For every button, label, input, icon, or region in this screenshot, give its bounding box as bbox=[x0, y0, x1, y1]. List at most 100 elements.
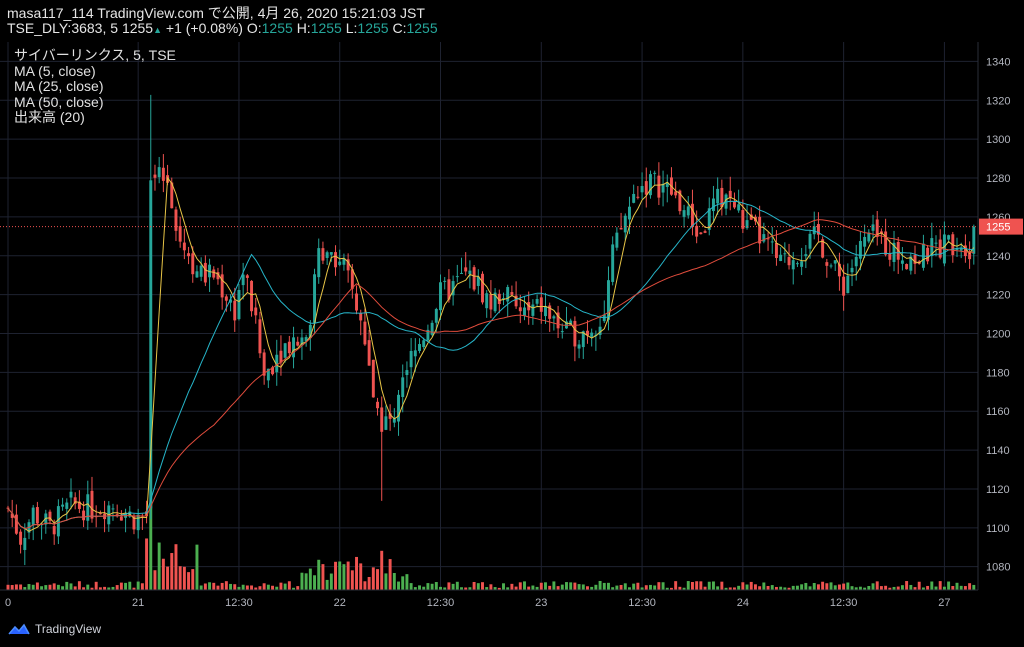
candle-body bbox=[472, 267, 476, 290]
volume-bar bbox=[199, 585, 203, 590]
legend-series-title[interactable]: サイバーリンクス, 5, TSE bbox=[14, 47, 176, 63]
volume-bar bbox=[711, 581, 715, 590]
candle-body bbox=[468, 270, 472, 275]
volume-bar bbox=[623, 583, 627, 590]
volume-bar bbox=[27, 584, 31, 590]
volume-bar bbox=[250, 585, 254, 590]
candle-body bbox=[82, 510, 86, 521]
candle-body bbox=[934, 242, 938, 244]
candle-body bbox=[388, 413, 392, 419]
volume-bar bbox=[455, 581, 459, 590]
candle-body bbox=[749, 214, 753, 220]
candle-body bbox=[363, 321, 367, 345]
tradingview-logo[interactable]: TradingView bbox=[8, 622, 101, 636]
price-tick-label: 1160 bbox=[986, 406, 1010, 418]
volume-bar bbox=[191, 569, 195, 590]
time-tick-label: 21 bbox=[132, 597, 144, 609]
time-axis[interactable]: 0 21 12:30 22 12:30 23 12:30 24 12:30 27 bbox=[0, 589, 1024, 615]
volume-bar bbox=[602, 582, 606, 590]
volume-bar bbox=[111, 586, 115, 590]
candle-body bbox=[212, 269, 216, 278]
volume-bar bbox=[758, 586, 762, 590]
candle-body bbox=[397, 394, 400, 422]
candle-body bbox=[355, 293, 358, 311]
candle-body bbox=[241, 274, 245, 286]
volume-bar bbox=[342, 564, 346, 590]
price-tick-label: 1280 bbox=[986, 173, 1010, 185]
candle-body bbox=[111, 508, 115, 510]
volume-bar bbox=[338, 561, 342, 590]
time-tick-label: 24 bbox=[737, 597, 749, 609]
candle-body bbox=[678, 190, 682, 212]
volume-bar bbox=[648, 584, 652, 590]
candle-body bbox=[451, 281, 455, 296]
volume-bar bbox=[514, 586, 518, 590]
price-axis[interactable]: 1080110011201140116011801200122012401260… bbox=[977, 42, 1024, 615]
candle-body bbox=[741, 210, 745, 229]
price-tick-label: 1180 bbox=[986, 367, 1010, 379]
price-tick-label: 1300 bbox=[986, 134, 1010, 146]
low-label: L: bbox=[345, 20, 358, 36]
candle-body bbox=[300, 337, 304, 346]
candle-body bbox=[804, 254, 808, 257]
candle-body bbox=[758, 216, 762, 244]
volume-bar bbox=[527, 586, 531, 590]
candle-body bbox=[384, 416, 388, 430]
candle-body bbox=[690, 203, 694, 227]
volume-bar bbox=[858, 586, 862, 590]
price-tick-label: 1240 bbox=[986, 251, 1010, 263]
candle-body bbox=[19, 531, 23, 545]
time-tick-label: 0 bbox=[5, 597, 11, 609]
candle-body bbox=[182, 242, 186, 251]
candle-body bbox=[615, 232, 619, 248]
candle-body bbox=[653, 172, 657, 174]
candle-body bbox=[628, 206, 631, 220]
volume-bar bbox=[10, 585, 14, 590]
volume-bar bbox=[921, 587, 925, 590]
indicator-legend: サイバーリンクス, 5, TSE MA (5, close) MA (25, c… bbox=[14, 47, 176, 126]
volume-bar bbox=[308, 568, 312, 590]
volume-bar bbox=[741, 582, 745, 590]
volume-bar bbox=[846, 582, 850, 590]
candle-body bbox=[707, 208, 711, 230]
candle-body bbox=[296, 341, 300, 346]
legend-ma25[interactable]: MA (25, close) bbox=[14, 78, 104, 94]
candle-body bbox=[544, 306, 547, 317]
candle-body bbox=[674, 191, 678, 196]
volume-bar bbox=[535, 586, 539, 590]
volume-bar bbox=[359, 563, 363, 590]
volume-bar bbox=[82, 587, 86, 590]
candle-body bbox=[795, 263, 799, 265]
volume-bar bbox=[611, 587, 615, 590]
volume-bar bbox=[481, 582, 484, 590]
candle-body bbox=[69, 491, 73, 498]
candle-body bbox=[224, 296, 228, 301]
low-value: 1255 bbox=[357, 20, 389, 36]
candle-body bbox=[439, 282, 442, 311]
volume-bar bbox=[350, 570, 354, 590]
volume-bar bbox=[292, 587, 296, 590]
volume-bar bbox=[266, 584, 270, 590]
volume-bar bbox=[791, 585, 795, 590]
volume-bar bbox=[938, 581, 942, 590]
volume-bar bbox=[678, 586, 682, 590]
volume-bar bbox=[287, 581, 291, 590]
candle-body bbox=[548, 305, 552, 319]
legend-ma5[interactable]: MA (5, close) bbox=[14, 62, 96, 79]
volume-bar bbox=[392, 573, 396, 590]
candle-body bbox=[14, 514, 18, 534]
volume-bar bbox=[23, 587, 27, 590]
candle-body bbox=[23, 537, 27, 550]
candle-body bbox=[644, 181, 648, 195]
price-chart[interactable]: 1080110011201140116011801200122012401260… bbox=[0, 42, 1024, 615]
candle-body bbox=[245, 275, 249, 278]
time-tick-label: 27 bbox=[938, 597, 950, 609]
grid-lines bbox=[0, 42, 978, 590]
legend-ma50[interactable]: MA (50, close) bbox=[14, 93, 104, 110]
volume-bar bbox=[19, 584, 23, 590]
price-tick-label: 1080 bbox=[986, 562, 1010, 574]
volume-bar bbox=[619, 584, 623, 590]
candle-body bbox=[774, 242, 778, 258]
footer: TradingView bbox=[0, 615, 1024, 647]
legend-volume[interactable]: 出来高 (20) bbox=[14, 109, 85, 125]
